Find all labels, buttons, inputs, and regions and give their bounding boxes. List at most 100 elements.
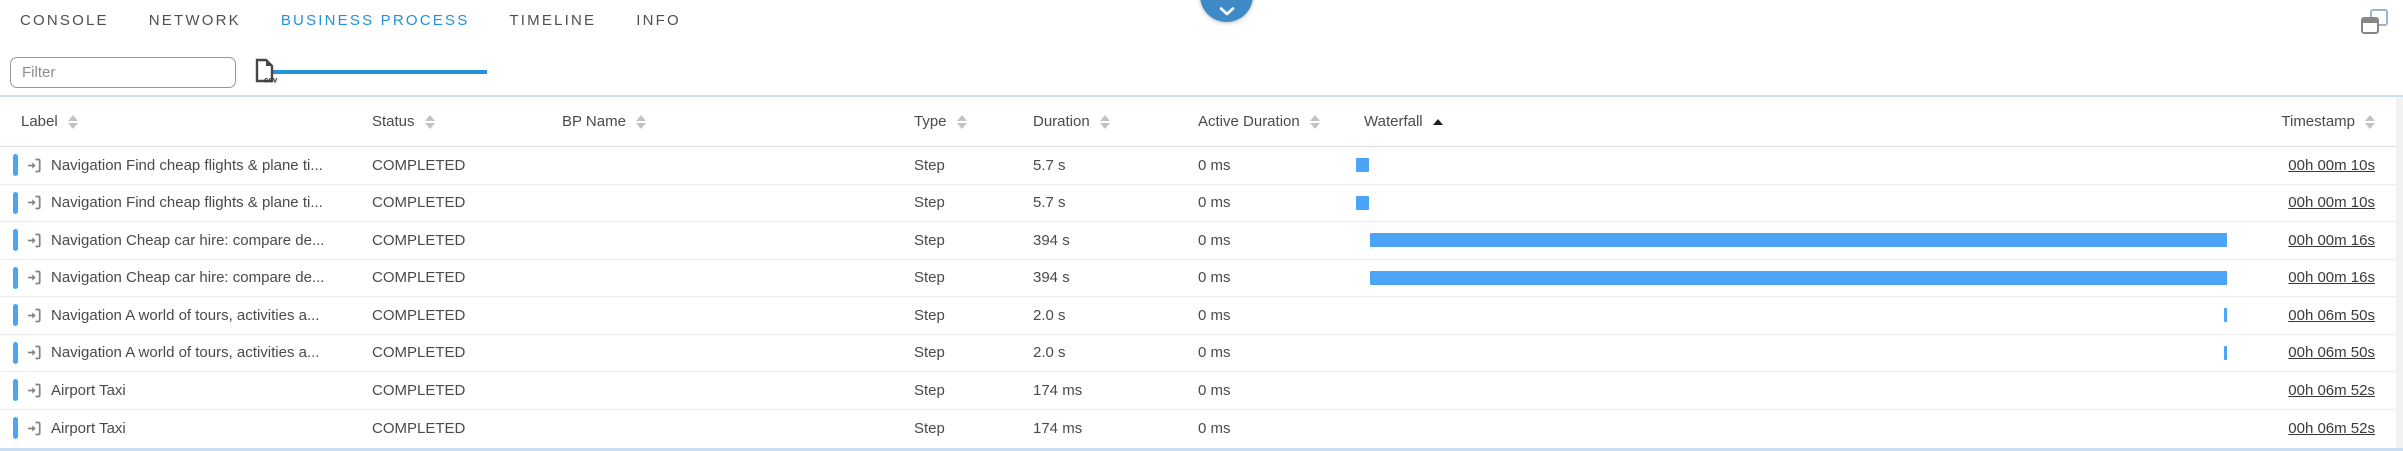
tab-timeline[interactable]: TIMELINE xyxy=(491,0,614,74)
timestamp-link[interactable]: 00h 00m 16s xyxy=(2288,269,2375,287)
sort-icon xyxy=(956,114,967,129)
sign-in-icon xyxy=(26,194,43,211)
timestamp-link[interactable]: 00h 00m 10s xyxy=(2288,194,2375,212)
column-title: Label xyxy=(21,113,58,130)
row-waterfall-cell xyxy=(1343,335,2227,372)
timestamp-link[interactable]: 00h 06m 52s xyxy=(2288,381,2375,399)
row-accent-bar xyxy=(13,341,18,364)
waterfall-bar xyxy=(1356,195,1369,210)
column-header-label[interactable]: Label xyxy=(0,113,358,130)
tab-console[interactable]: CONSOLE xyxy=(2,0,127,74)
row-status: COMPLETED xyxy=(372,194,466,212)
sort-icon xyxy=(635,114,646,129)
table-row[interactable]: Navigation Find cheap flights & plane ti… xyxy=(0,147,2403,185)
sort-icon xyxy=(424,114,435,129)
row-active-duration: 0 ms xyxy=(1198,381,1231,399)
tab-network[interactable]: NETWORK xyxy=(131,0,259,74)
row-duration: 174 ms xyxy=(1033,381,1083,399)
table-row[interactable]: Navigation Find cheap flights & plane ti… xyxy=(0,184,2403,222)
row-waterfall-cell xyxy=(1343,410,2227,448)
row-active-duration: 0 ms xyxy=(1198,156,1231,174)
csv-file-icon: csv xyxy=(255,58,278,85)
row-accent-bar xyxy=(13,229,18,252)
row-type: Step xyxy=(914,231,945,249)
sign-in-icon xyxy=(26,344,43,361)
row-label: Navigation Cheap car hire: compare de... xyxy=(51,269,325,287)
column-header-status[interactable]: Status xyxy=(358,113,548,130)
table-row[interactable]: Navigation A world of tours, activities … xyxy=(0,334,2403,372)
panel-topbar: CONSOLE NETWORK BUSINESS PROCESS TIMELIN… xyxy=(0,0,2403,95)
timestamp-link[interactable]: 00h 06m 52s xyxy=(2288,419,2375,437)
tab-label: TIMELINE xyxy=(509,12,597,29)
column-header-waterfall[interactable]: Waterfall xyxy=(1343,113,2227,130)
sign-in-icon xyxy=(26,269,43,286)
vertical-scrollbar[interactable] xyxy=(2396,97,2403,448)
row-accent-bar xyxy=(13,191,18,214)
row-type: Step xyxy=(914,269,945,287)
row-active-duration: 0 ms xyxy=(1198,269,1231,287)
row-timestamp-cell: 00h 00m 10s xyxy=(2227,157,2403,174)
table-row[interactable]: Airport Taxi COMPLETED Step 174 ms 0 ms … xyxy=(0,409,2403,448)
tab-business-process[interactable]: BUSINESS PROCESS xyxy=(262,0,488,74)
timestamp-link[interactable]: 00h 06m 50s xyxy=(2288,344,2375,362)
table-row[interactable]: Navigation A world of tours, activities … xyxy=(0,297,2403,335)
row-status: COMPLETED xyxy=(372,344,466,362)
row-timestamp-cell: 00h 00m 16s xyxy=(2227,232,2403,249)
row-label-cell: Navigation A world of tours, activities … xyxy=(0,341,358,364)
row-label: Navigation Find cheap flights & plane ti… xyxy=(51,194,323,212)
row-type: Step xyxy=(914,419,945,437)
row-type: Step xyxy=(914,344,945,362)
timestamp-link[interactable]: 00h 06m 50s xyxy=(2288,306,2375,324)
waterfall-bar xyxy=(2224,308,2227,323)
sign-in-icon xyxy=(26,420,43,437)
row-duration: 2.0 s xyxy=(1033,344,1066,362)
waterfall-bar xyxy=(2224,345,2227,360)
column-header-timestamp[interactable]: Timestamp xyxy=(2227,113,2403,130)
timestamp-link[interactable]: 00h 00m 10s xyxy=(2288,156,2375,174)
column-header-type[interactable]: Type xyxy=(900,113,1019,130)
timestamp-link[interactable]: 00h 00m 16s xyxy=(2288,231,2375,249)
row-label-cell: Navigation Find cheap flights & plane ti… xyxy=(0,154,358,177)
sort-icon xyxy=(2365,114,2375,129)
row-waterfall-cell xyxy=(1343,222,2227,259)
sort-icon xyxy=(1099,114,1110,129)
row-type: Step xyxy=(914,306,945,324)
row-active-duration: 0 ms xyxy=(1198,344,1231,362)
table-row[interactable]: Navigation Cheap car hire: compare de...… xyxy=(0,259,2403,297)
row-accent-bar xyxy=(13,154,18,177)
row-timestamp-cell: 00h 06m 50s xyxy=(2227,344,2403,361)
column-title: Timestamp xyxy=(2281,113,2355,130)
row-type: Step xyxy=(914,156,945,174)
chevron-down-icon xyxy=(1219,7,1234,16)
sort-icon xyxy=(1309,114,1320,129)
column-header-active-duration[interactable]: Active Duration xyxy=(1184,113,1343,130)
sign-in-icon xyxy=(26,307,43,324)
waterfall-bar xyxy=(1370,233,2227,248)
row-label-cell: Navigation Cheap car hire: compare de... xyxy=(0,229,358,252)
waterfall-bar xyxy=(1356,158,1369,173)
export-csv-button[interactable]: csv xyxy=(252,58,282,85)
row-label: Airport Taxi xyxy=(51,381,126,399)
row-waterfall-cell xyxy=(1343,185,2227,222)
row-active-duration: 0 ms xyxy=(1198,231,1231,249)
column-header-duration[interactable]: Duration xyxy=(1019,113,1184,130)
table-row[interactable]: Airport Taxi COMPLETED Step 174 ms 0 ms … xyxy=(0,372,2403,410)
filter-input[interactable] xyxy=(10,57,236,88)
row-timestamp-cell: 00h 06m 52s xyxy=(2227,382,2403,399)
sort-icon xyxy=(67,114,78,129)
column-title: Type xyxy=(914,113,947,130)
row-status: COMPLETED xyxy=(372,381,466,399)
row-type: Step xyxy=(914,381,945,399)
popout-window-icon[interactable] xyxy=(2361,9,2388,34)
tab-info[interactable]: INFO xyxy=(618,0,699,74)
collapse-panel-button[interactable] xyxy=(1200,0,1253,22)
column-header-bp-name[interactable]: BP Name xyxy=(548,113,900,130)
row-accent-bar xyxy=(13,266,18,289)
row-active-duration: 0 ms xyxy=(1198,194,1231,212)
sign-in-icon xyxy=(26,232,43,249)
row-active-duration: 0 ms xyxy=(1198,306,1231,324)
table-row[interactable]: Navigation Cheap car hire: compare de...… xyxy=(0,222,2403,260)
row-active-duration: 0 ms xyxy=(1198,419,1231,437)
row-label: Navigation A world of tours, activities … xyxy=(51,344,320,362)
